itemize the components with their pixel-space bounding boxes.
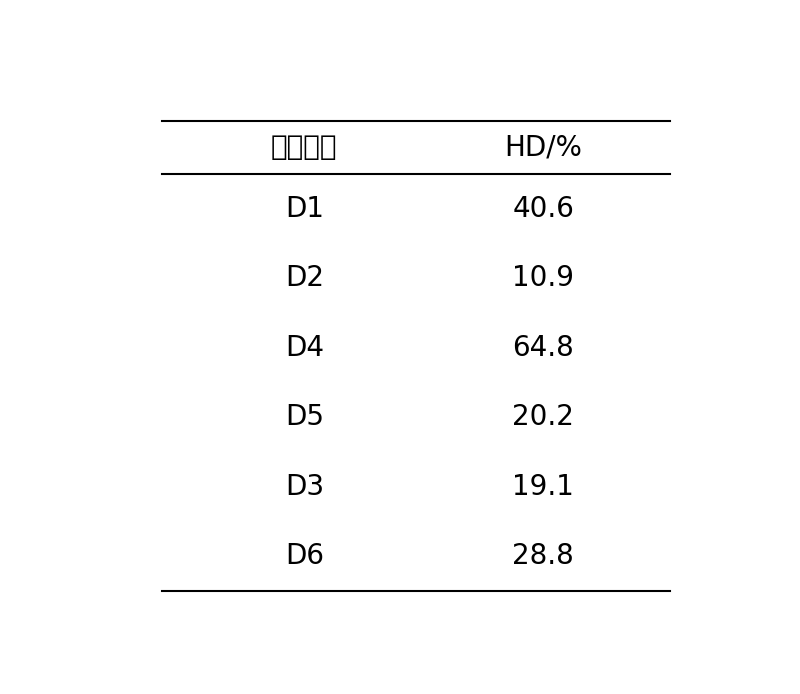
- Text: D1: D1: [285, 195, 324, 223]
- Text: 20.2: 20.2: [512, 403, 574, 431]
- Text: 19.1: 19.1: [512, 473, 574, 501]
- Text: 40.6: 40.6: [512, 195, 574, 223]
- Text: 28.8: 28.8: [513, 542, 574, 570]
- Text: D6: D6: [285, 542, 324, 570]
- Text: 10.9: 10.9: [512, 264, 574, 292]
- Text: D4: D4: [285, 334, 324, 362]
- Text: D3: D3: [285, 473, 324, 501]
- Text: D5: D5: [285, 403, 324, 431]
- Text: HD/%: HD/%: [504, 133, 582, 162]
- Text: 64.8: 64.8: [513, 334, 574, 362]
- Text: D2: D2: [285, 264, 324, 292]
- Text: 树脂型号: 树脂型号: [271, 133, 338, 162]
